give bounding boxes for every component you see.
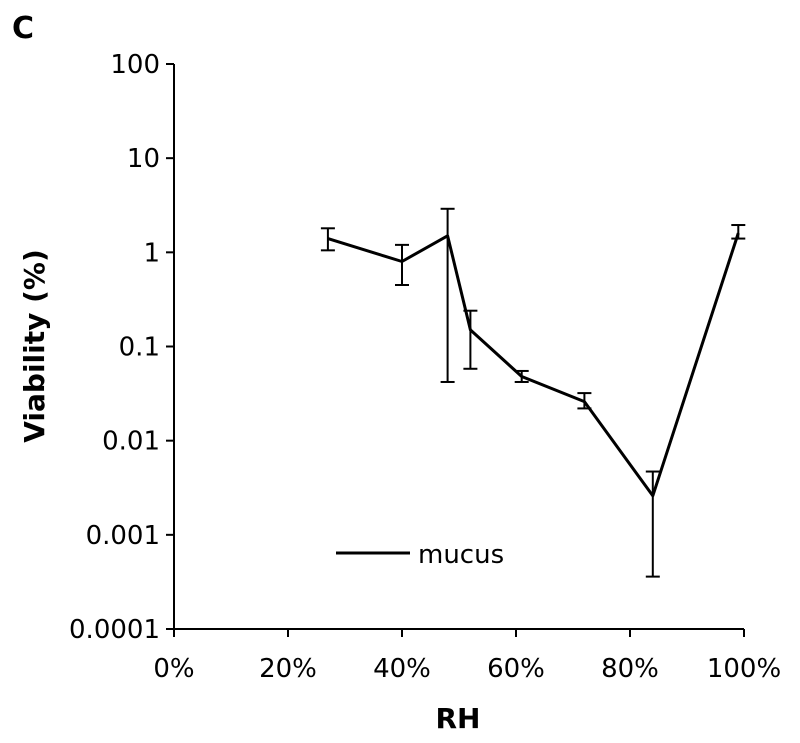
y-axis-title: Viability (%)	[18, 249, 51, 443]
x-axis-title: RH	[436, 702, 481, 735]
y-tick-label: 10	[127, 144, 160, 174]
legend-label-mucus: mucus	[418, 540, 504, 570]
x-tick-label: 40%	[373, 654, 431, 684]
error-bar	[463, 309, 478, 370]
x-tick-label: 80%	[601, 654, 659, 684]
x-ticks: 0% 20% 40% 60% 80% 100%	[153, 629, 781, 684]
error-bar	[645, 470, 660, 578]
x-tick-label: 60%	[487, 654, 545, 684]
y-tick-label: 0.0001	[69, 615, 160, 645]
y-tick-label: 0.001	[86, 521, 160, 551]
y-tick-label: 100	[110, 50, 160, 80]
error-bars	[320, 207, 746, 578]
panel-label: C	[12, 11, 34, 46]
x-tick-label: 100%	[707, 654, 781, 684]
y-tick-label: 1	[143, 238, 160, 268]
series-line-mucus	[327, 232, 740, 498]
y-tick-label: 0.01	[102, 427, 160, 457]
x-tick-label: 0%	[153, 654, 194, 684]
error-bar	[395, 243, 409, 286]
y-tick-label: 0.1	[119, 333, 160, 363]
legend: mucus	[336, 540, 504, 570]
y-ticks: 0.0001 0.001 0.01 0.1 1 10 100	[69, 50, 174, 645]
x-tick-label: 20%	[259, 654, 317, 684]
